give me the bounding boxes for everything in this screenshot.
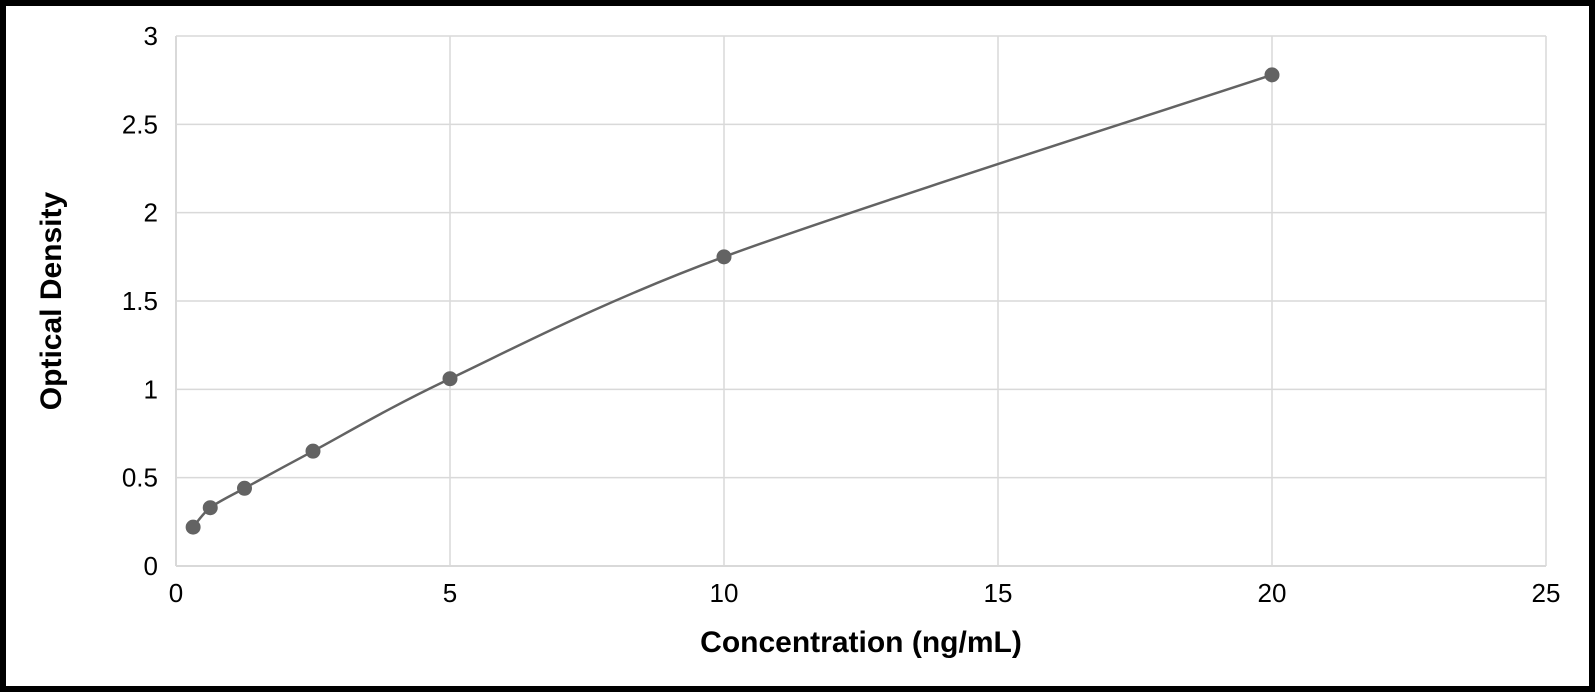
y-tick-label: 1.5 [122, 286, 158, 316]
line-chart: 0 5 10 15 20 25 0 0.5 1 1.5 2 2.5 3 Concentration (ng… [6, 6, 1589, 686]
x-tick-label: 25 [1532, 578, 1561, 608]
data-point [1265, 68, 1279, 82]
chart-frame: 0 5 10 15 20 25 0 0.5 1 1.5 2 2.5 3 Concentration (ng… [0, 0, 1595, 692]
data-point [443, 372, 457, 386]
x-tick-label: 5 [443, 578, 457, 608]
y-tick-label: 1 [144, 374, 158, 404]
data-point [203, 501, 217, 515]
data-point [717, 250, 731, 264]
x-tick-label: 20 [1258, 578, 1287, 608]
y-tick-label: 0.5 [122, 463, 158, 493]
y-tick-label: 2.5 [122, 109, 158, 139]
data-point [186, 520, 200, 534]
x-tick-label: 15 [984, 578, 1013, 608]
y-tick-label: 0 [144, 551, 158, 581]
chart-container: 0 5 10 15 20 25 0 0.5 1 1.5 2 2.5 3 Concentration (ng… [6, 6, 1589, 686]
y-axis-label: Optical Density [35, 191, 68, 410]
x-tick-label: 10 [710, 578, 739, 608]
y-tick-label: 3 [144, 21, 158, 51]
data-point [238, 481, 252, 495]
x-axis-label: Concentration (ng/mL) [700, 626, 1022, 659]
y-tick-label: 2 [144, 198, 158, 228]
x-tick-label: 0 [169, 578, 183, 608]
data-point [306, 444, 320, 458]
